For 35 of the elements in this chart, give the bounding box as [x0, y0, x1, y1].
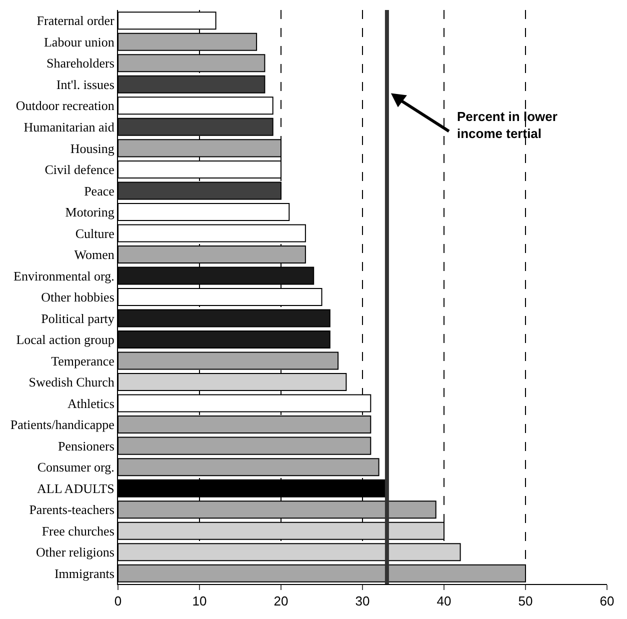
y-tick-label: Environmental org.: [14, 268, 114, 284]
y-tick-label: Temperance: [51, 353, 115, 368]
y-tick-label: Swedish Church: [28, 374, 115, 390]
annotation: Percent in lower income tertial: [457, 109, 558, 141]
y-tick-label: Patients/handicappe: [10, 417, 115, 432]
x-tick-label: 10: [192, 594, 207, 609]
y-tick-label: Women: [74, 247, 115, 262]
y-tick-label: Consumer org.: [37, 460, 114, 475]
y-tick-label: Outdoor recreation: [16, 98, 115, 114]
x-tick-label: 0: [114, 594, 122, 609]
y-tick-label: Pensioners: [58, 438, 114, 454]
x-tick-label: 50: [518, 594, 533, 609]
y-tick-label: Housing: [70, 140, 115, 156]
y-tick-label: Political party: [41, 310, 115, 326]
y-tick-label: Immigrants: [54, 566, 114, 581]
y-tick-label: Shareholders: [46, 56, 114, 71]
y-tick-label: Peace: [84, 183, 115, 198]
y-tick-label: Motoring: [65, 204, 115, 220]
y-tick-label: Parents-teachers: [29, 502, 114, 518]
y-tick-label: Culture: [75, 226, 115, 241]
y-tick-label: Other religions: [36, 544, 114, 560]
x-tick-label: 20: [274, 594, 288, 609]
y-tick-label: Free churches: [42, 523, 114, 538]
x-tick-label: 60: [600, 594, 614, 609]
y-tick-label: Labour union: [44, 34, 115, 50]
y-tick-label: Civil defence: [44, 162, 115, 177]
y-tick-label: Local action group: [16, 332, 114, 348]
y-tick-label: Humanitarian aid: [24, 119, 115, 134]
y-tick-label: Athletics: [67, 396, 114, 411]
x-tick-label: 40: [436, 594, 452, 609]
y-tick-label: ALL ADULTS: [36, 480, 114, 496]
y-tick-label: Fraternal order: [36, 13, 116, 28]
y-tick-label: Int'l. issues: [56, 76, 114, 92]
x-tick-label: 30: [355, 594, 370, 609]
y-tick-label: Other hobbies: [41, 290, 114, 305]
